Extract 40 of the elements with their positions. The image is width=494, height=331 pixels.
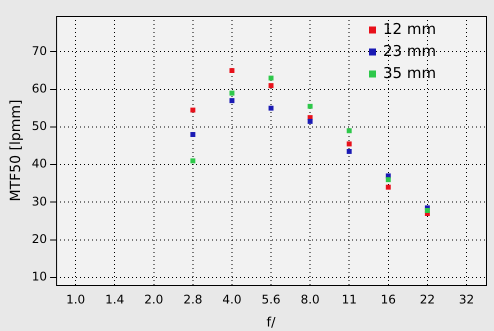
x-tick-label: 8.0 (300, 292, 320, 306)
y-tick-label: 20 (32, 232, 48, 246)
y-axis-title: MTF50 [lpmm] (8, 100, 24, 202)
legend-label: 12 mm (383, 20, 436, 38)
y-tick-label: 30 (32, 194, 48, 208)
point (346, 128, 352, 134)
point (190, 132, 196, 137)
legend-label: 35 mm (383, 64, 436, 82)
point (229, 68, 234, 74)
x-axis-title: f/ (266, 316, 276, 331)
x-tick-label: 1.4 (105, 292, 124, 306)
x-tick-label: 4.0 (222, 292, 242, 306)
point (308, 118, 313, 124)
y-tick-label: 70 (32, 44, 48, 58)
point (190, 108, 196, 113)
point (386, 184, 391, 190)
point (268, 76, 274, 81)
point (386, 177, 391, 182)
point (424, 208, 430, 213)
legend-label: 23 mm (383, 42, 436, 60)
point (268, 83, 274, 88)
y-tick-label: 40 (32, 156, 48, 171)
y-tick-label: 60 (32, 81, 48, 96)
point (229, 90, 234, 96)
point (308, 104, 313, 109)
x-tick-label: 5.6 (261, 292, 281, 306)
x-tick-label: 2.0 (144, 292, 164, 306)
y-tick-label: 50 (32, 119, 48, 134)
point (190, 158, 196, 164)
point (229, 98, 234, 104)
x-tick-label: 16 (380, 292, 396, 306)
x-tick-label: 1.0 (66, 292, 86, 306)
point (346, 148, 352, 154)
x-tick-label: 32 (458, 292, 474, 306)
point (268, 106, 274, 111)
x-tick-label: 2.8 (183, 292, 202, 306)
y-tick-label: 10 (32, 270, 48, 284)
x-tick-label: 11 (342, 292, 357, 306)
point (346, 141, 352, 146)
x-tick-label: 22 (420, 292, 436, 306)
